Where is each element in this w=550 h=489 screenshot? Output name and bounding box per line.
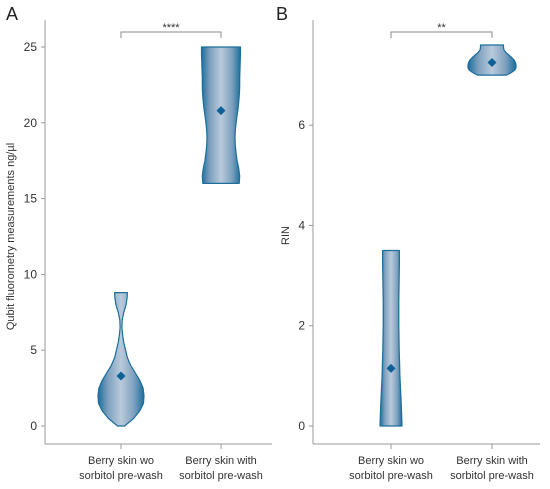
- x-category-label: Berry skin with: [185, 455, 257, 467]
- y-tick-label: 20: [24, 116, 38, 130]
- y-axis-title: Qubit fluorometry measurements ng/µl: [5, 143, 17, 330]
- panel-letter: B: [276, 4, 288, 24]
- y-tick-label: 15: [24, 192, 38, 206]
- mean-marker: [116, 371, 126, 381]
- significance-label: ****: [162, 22, 180, 34]
- x-category-label: sorbitol pre-wash: [349, 470, 433, 482]
- significance-label: **: [437, 22, 446, 34]
- mean-marker: [216, 106, 226, 116]
- significance-bracket: [120, 31, 222, 38]
- y-tick-label: 0: [298, 419, 305, 433]
- violin-shape: [379, 249, 403, 427]
- y-tick-label: 4: [298, 218, 305, 232]
- violin-shape: [200, 46, 242, 184]
- x-category-label: sorbitol pre-wash: [450, 470, 534, 482]
- x-category-label: sorbitol pre-wash: [179, 470, 263, 482]
- x-category-label: Berry skin wo: [358, 455, 424, 467]
- mean-marker: [386, 363, 396, 373]
- x-category-label: Berry skin wo: [88, 455, 154, 467]
- y-tick-label: 25: [24, 40, 38, 54]
- mean-marker: [487, 58, 497, 68]
- y-tick-label: 0: [30, 419, 37, 433]
- significance-bracket: [390, 31, 493, 38]
- y-tick-label: 5: [30, 343, 37, 357]
- y-axis-title: RIN: [280, 226, 292, 245]
- violin-shape: [97, 292, 145, 427]
- y-tick-label: 2: [298, 319, 305, 333]
- x-category-label: Berry skin with: [456, 455, 528, 467]
- y-tick-label: 6: [298, 118, 305, 132]
- x-category-label: sorbitol pre-wash: [79, 470, 163, 482]
- y-tick-label: 10: [24, 267, 38, 281]
- panel-letter: A: [6, 4, 18, 24]
